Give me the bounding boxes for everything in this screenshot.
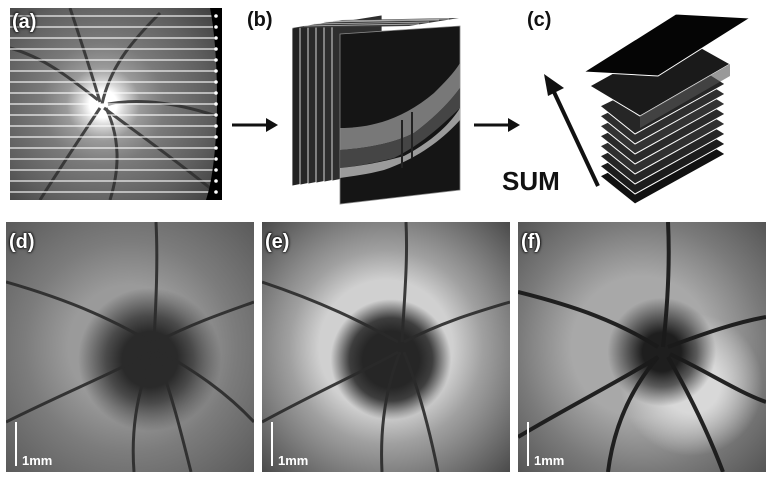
panel-label-b: (b) [247, 9, 273, 31]
fundus-image-panel: (a) [10, 8, 222, 200]
panel-label-e: (e) [265, 231, 290, 253]
scale-label: 1mm [534, 453, 565, 468]
scale-bar [15, 422, 17, 466]
sum-label: SUM [502, 166, 560, 196]
panel-label-f: (f) [521, 231, 541, 253]
panel-label-d: (d) [9, 231, 35, 253]
fundus-overlay [10, 8, 222, 200]
enface-slice-stack-panel [544, 13, 752, 205]
scale-label: 1mm [278, 453, 309, 468]
bscan-volume-panel [291, 14, 461, 205]
panel-label-c: (c) [527, 9, 552, 31]
right-arrow-icon [232, 118, 278, 132]
enface-image-d: (d) 1mm [6, 222, 254, 472]
vessel-overlay [262, 222, 510, 472]
enface-image-e: (e) 1mm [262, 222, 510, 472]
scale-label: 1mm [22, 453, 53, 468]
right-arrow-icon [474, 118, 520, 132]
enface-image-f: (f) 1mm [518, 222, 766, 472]
panel-label-a: (a) [12, 11, 37, 33]
vessel-overlay [518, 222, 766, 472]
scale-bar [271, 422, 273, 466]
vessel-overlay [6, 222, 254, 472]
scale-bar [527, 422, 529, 466]
